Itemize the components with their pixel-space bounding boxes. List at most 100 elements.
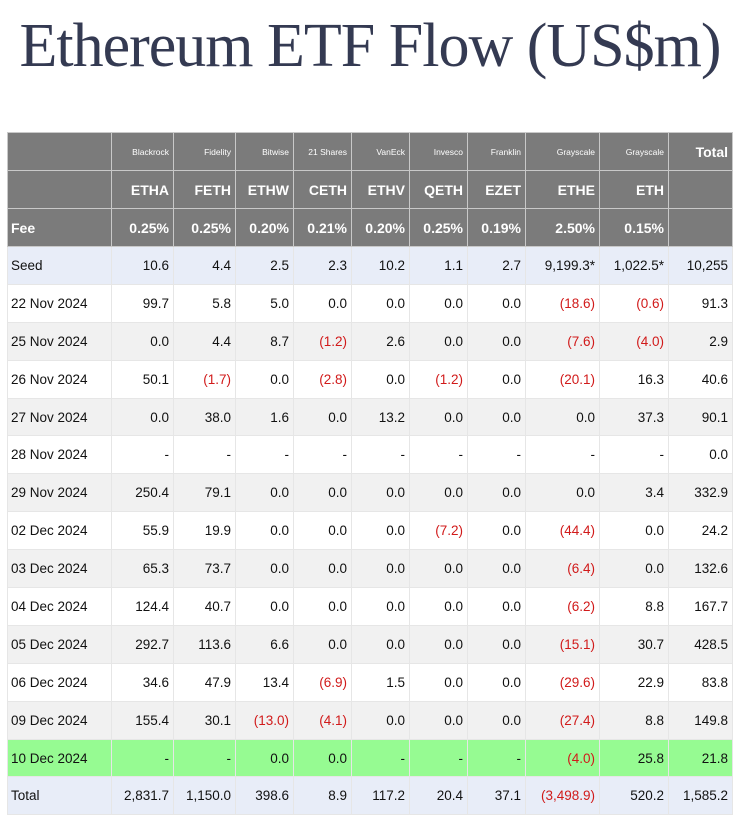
flow-cell: 99.7 xyxy=(111,283,174,323)
flow-cell: 65.3 xyxy=(111,549,174,589)
flow-cell: 2.6 xyxy=(351,321,410,361)
flow-cell: 0.0 xyxy=(351,549,410,589)
flow-cell: 0.0 xyxy=(293,587,352,626)
page-title: Ethereum ETF Flow (US$m) xyxy=(19,12,722,80)
issuer-header: Invesco xyxy=(409,132,468,171)
flow-cell: - xyxy=(467,435,526,475)
fee-cell: 0.25% xyxy=(409,208,468,247)
flow-cell: 0.0 xyxy=(409,473,468,513)
flow-cell: 4.4 xyxy=(173,246,236,285)
flow-cell: 0.0 xyxy=(235,511,294,551)
flow-cell: 13.2 xyxy=(351,397,410,437)
flow-cell: 292.7 xyxy=(111,624,174,664)
table-row: 22 Nov 2024 99.7 5.8 5.0 0.0 0.0 0.0 0.0 (18.6)(… xyxy=(7,283,733,323)
flow-cell: 0.0 xyxy=(235,587,294,626)
flow-cell: 520.2 xyxy=(599,776,669,816)
flow-cell: 38.0 xyxy=(173,397,236,437)
fee-cell: 0.20% xyxy=(235,208,294,247)
flow-cell: 50.1 xyxy=(111,359,174,399)
issuer-header: Fidelity xyxy=(173,132,236,171)
flow-cell: 0.0 xyxy=(351,473,410,513)
flow-cell: - xyxy=(173,738,236,778)
flow-cell: 0.0 xyxy=(111,321,174,361)
flow-cell: 4.4 xyxy=(173,321,236,361)
row-total: 91.3 xyxy=(668,283,733,323)
flow-cell: 8.8 xyxy=(599,700,669,740)
flow-cell: (6.9) xyxy=(293,662,352,702)
table-row: 04 Dec 2024 124.4 40.7 0.0 0.0 0.0 0.0 0.0 (6.2)… xyxy=(7,587,733,626)
table-row: 10 Dec 2024- -0.0 0.0- - - (4.0) 25.8 21.8 xyxy=(7,738,733,778)
flow-cell: (6.2) xyxy=(525,587,600,626)
flow-cell: 37.3 xyxy=(599,397,669,437)
flow-cell: 19.9 xyxy=(173,511,236,551)
flow-cell: 0.0 xyxy=(235,359,294,399)
total-row: Total 2,831.7 1,150.0 398.6 8.9 117.2 20.4 37.1… xyxy=(7,776,733,816)
flow-cell: 5.8 xyxy=(173,283,236,323)
ticker-header: ETHE xyxy=(525,170,600,209)
flow-cell: 0.0 xyxy=(467,359,526,399)
row-label: 26 Nov 2024 xyxy=(7,359,112,399)
flow-cell: 0.0 xyxy=(525,473,600,513)
flow-cell: 0.0 xyxy=(351,700,410,740)
flow-cell: - xyxy=(409,738,468,778)
flow-cell: 0.0 xyxy=(409,397,468,437)
flow-cell: 0.0 xyxy=(467,283,526,323)
row-label: 27 Nov 2024 xyxy=(7,397,112,437)
flow-cell: 0.0 xyxy=(409,283,468,323)
table-row: 09 Dec 2024 155.4 30.1 (13.0) (4.1) 0.0 0.0 0.0… xyxy=(7,700,733,740)
flow-cell: 25.8 xyxy=(599,738,669,778)
flow-cell: 0.0 xyxy=(409,624,468,664)
flow-cell: 0.0 xyxy=(235,738,294,778)
flow-cell: 0.0 xyxy=(293,397,352,437)
flow-cell: 250.4 xyxy=(111,473,174,513)
flow-cell: 124.4 xyxy=(111,587,174,626)
flow-cell: - xyxy=(525,435,600,475)
table-row: 03 Dec 2024 65.3 73.7 0.0 0.0 0.0 0.0 0.0 (6.4) 0… xyxy=(7,549,733,589)
table-row: 28 Nov 2024- - - - - - - - -0.0 xyxy=(7,435,733,475)
flow-cell: (1.2) xyxy=(409,359,468,399)
table-row: Seed 10.6 4.4 2.5 2.3 10.2 1.1 2.7 9,199.3* 1,022… xyxy=(7,246,733,285)
issuer-header: Blackrock xyxy=(111,132,174,171)
row-label: 22 Nov 2024 xyxy=(7,283,112,323)
flow-cell: 34.6 xyxy=(111,662,174,702)
flow-cell: 0.0 xyxy=(409,700,468,740)
table-row: 06 Dec 2024 34.6 47.9 13.4 (6.9) 1.5 0.0 0.0 (29… xyxy=(7,662,733,702)
flow-cell: (4.0) xyxy=(525,738,600,778)
flow-cell: 0.0 xyxy=(599,549,669,589)
row-total: 1,585.2 xyxy=(668,776,733,816)
flow-cell: 0.0 xyxy=(409,587,468,626)
flow-cell: 0.0 xyxy=(467,587,526,626)
flow-cell: 55.9 xyxy=(111,511,174,551)
row-label: 04 Dec 2024 xyxy=(7,587,112,626)
flow-cell: 0.0 xyxy=(235,473,294,513)
flow-cell: 0.0 xyxy=(409,662,468,702)
flow-cell: - xyxy=(173,435,236,475)
table-row: 29 Nov 2024 250.4 79.1 0.0 0.0 0.0 0.0 0.0 0.0 3.… xyxy=(7,473,733,513)
flow-cell: 1.1 xyxy=(409,246,468,285)
row-total: 24.2 xyxy=(668,511,733,551)
total-header: Total xyxy=(668,132,733,171)
ticker-header: ETHW xyxy=(235,170,294,209)
flow-cell: (44.4) xyxy=(525,511,600,551)
flow-cell: 0.0 xyxy=(467,397,526,437)
flow-cell: (7.2) xyxy=(409,511,468,551)
fee-label: Fee xyxy=(7,208,112,247)
flow-cell: 0.0 xyxy=(467,511,526,551)
flow-cell: 10.2 xyxy=(351,246,410,285)
flow-cell: 79.1 xyxy=(173,473,236,513)
flow-cell: 0.0 xyxy=(409,321,468,361)
flow-cell: (4.1) xyxy=(293,700,352,740)
flow-cell: (1.2) xyxy=(293,321,352,361)
flow-cell: 1,022.5* xyxy=(599,246,669,285)
ticker-total-cell xyxy=(668,170,733,209)
flow-cell: 1.5 xyxy=(351,662,410,702)
flow-cell: (3,498.9) xyxy=(525,776,600,816)
flow-cell: 0.0 xyxy=(599,511,669,551)
issuer-header: Franklin xyxy=(467,132,526,171)
flow-cell: 3.4 xyxy=(599,473,669,513)
flow-cell: (20.1) xyxy=(525,359,600,399)
row-label: 25 Nov 2024 xyxy=(7,321,112,361)
flow-cell: 9,199.3* xyxy=(525,246,600,285)
etf-flow-table: Blackrock Fidelity Bitwise 21 Shares Van… xyxy=(7,132,733,816)
row-label: 28 Nov 2024 xyxy=(7,435,112,475)
